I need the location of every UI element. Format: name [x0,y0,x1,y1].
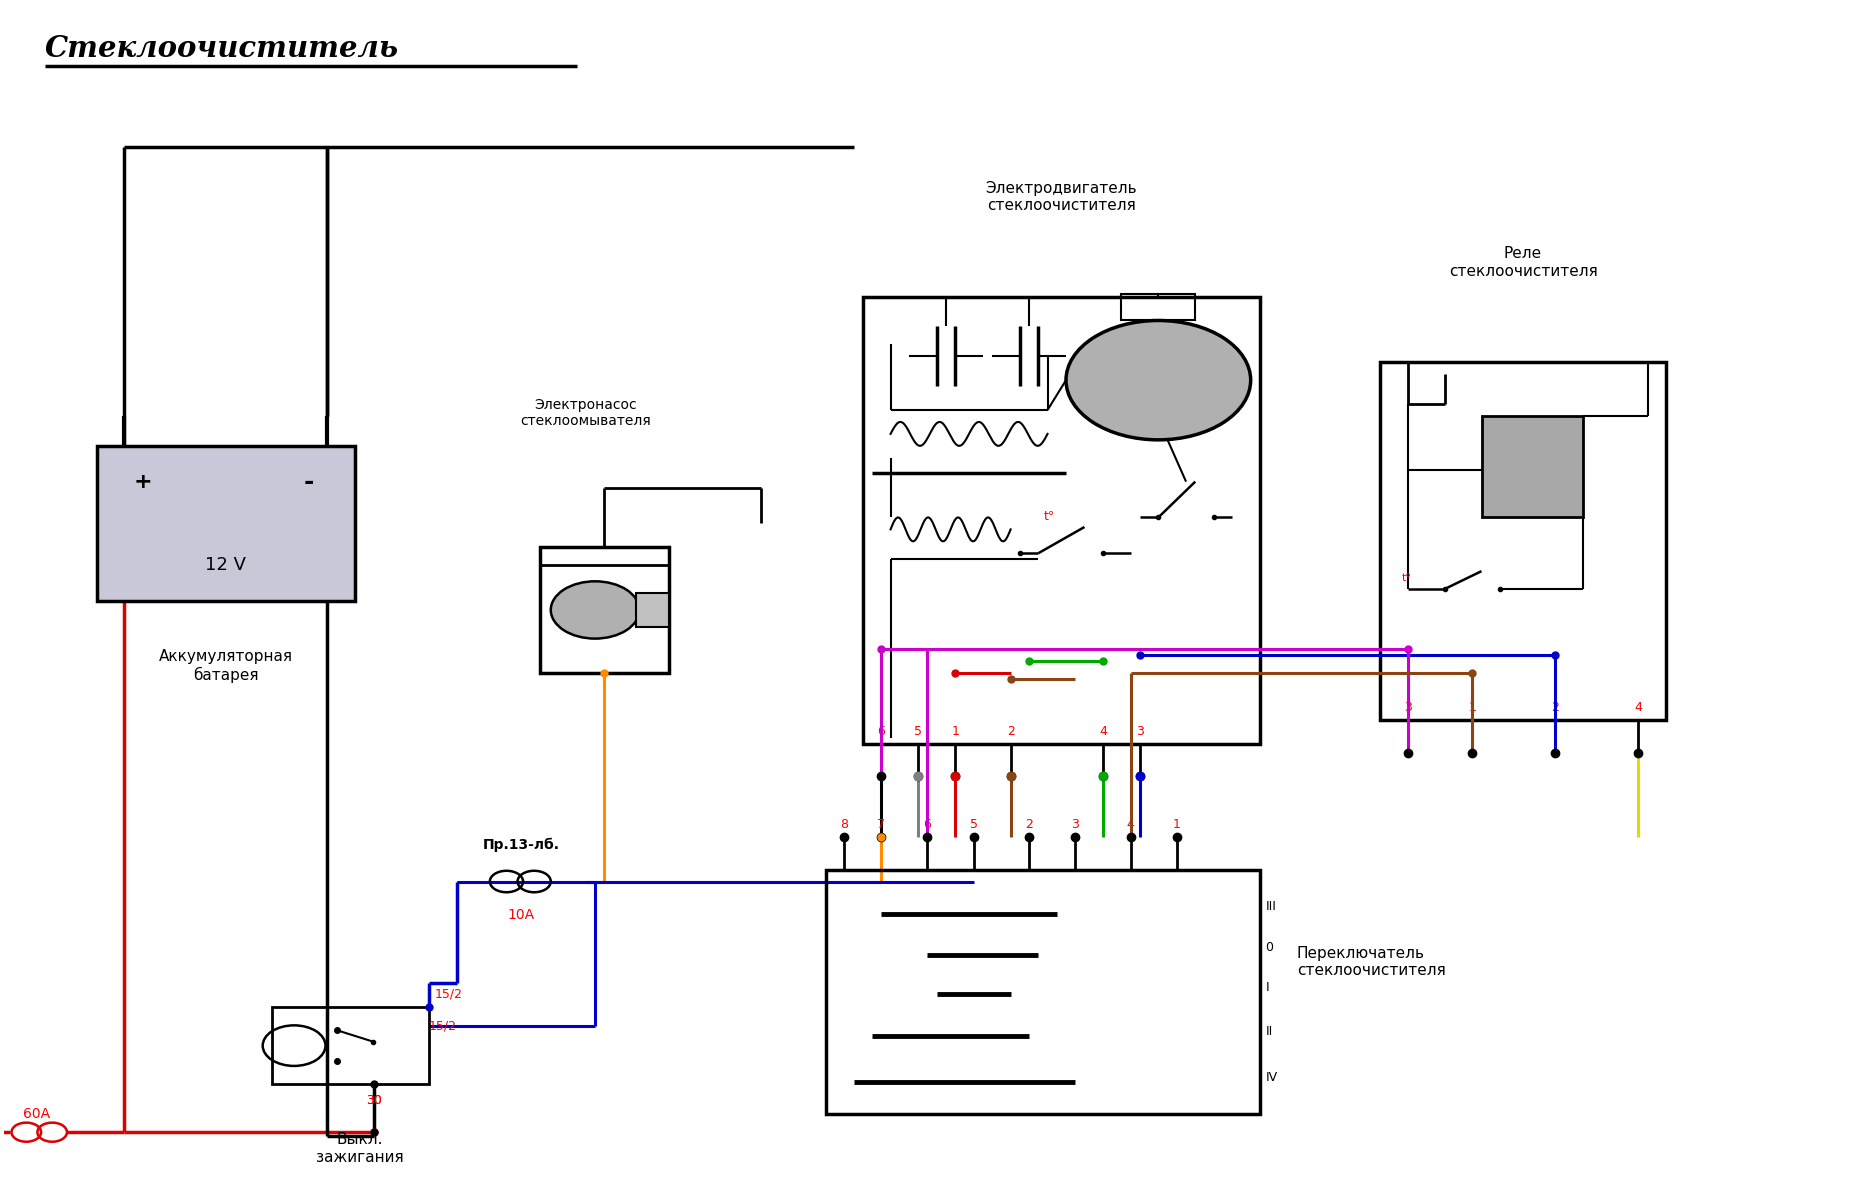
Text: 4: 4 [1098,725,1107,738]
Text: Электронасос
стеклоомывателя: Электронасос стеклоомывателя [521,398,651,428]
Text: 1: 1 [1469,702,1477,714]
Text: 12 V: 12 V [206,557,247,575]
Text: 3: 3 [1135,725,1145,738]
Text: 6: 6 [924,819,931,832]
Bar [825,869,1260,1114]
Bar [540,547,670,565]
Bar [863,297,1260,744]
Text: 2: 2 [1007,725,1015,738]
Text: t°: t° [1402,573,1412,583]
Text: +: + [134,471,152,492]
Text: 1: 1 [952,725,959,738]
Bar [96,446,354,601]
Text: Электродвигатель
стеклоочистителя: Электродвигатель стеклоочистителя [985,180,1137,213]
Text: 7: 7 [877,819,885,832]
Text: 2: 2 [1551,702,1560,714]
Text: Пр.13-лб.: Пр.13-лб. [482,838,560,852]
Text: I: I [1265,981,1269,994]
Text: Переключатель
стеклоочистителя: Переключатель стеклоочистителя [1297,946,1445,978]
Text: 2: 2 [1026,819,1033,832]
Bar [1380,362,1666,720]
Text: 3: 3 [1404,702,1412,714]
Text: 5: 5 [915,725,922,738]
Bar [1482,416,1582,517]
Text: 0: 0 [1265,941,1273,954]
Text: IV: IV [1265,1071,1278,1084]
Text: 6: 6 [877,725,885,738]
Text: II: II [1265,1024,1273,1037]
Text: 60А: 60А [24,1107,50,1121]
Bar [1122,294,1195,321]
Text: 4: 4 [1634,702,1642,714]
Text: 3: 3 [1072,819,1080,832]
Text: 15/2: 15/2 [434,988,462,1001]
Text: 1: 1 [1172,819,1182,832]
Text: 8: 8 [840,819,848,832]
Text: 4: 4 [1126,819,1135,832]
Text: 30: 30 [365,1094,382,1107]
Text: 15/2: 15/2 [429,1019,456,1033]
Circle shape [551,582,640,638]
Text: -: - [304,470,313,494]
Text: III: III [1265,900,1276,912]
Bar [540,547,670,673]
Text: 5: 5 [970,819,978,832]
Circle shape [1067,321,1250,440]
Text: Реле
стеклоочистителя: Реле стеклоочистителя [1449,246,1597,279]
Text: 10А: 10А [508,908,534,922]
Bar [636,594,670,626]
Text: Аккумуляторная
батарея: Аккумуляторная батарея [160,649,293,683]
Bar [273,1007,429,1084]
Text: t°: t° [1044,511,1055,523]
Text: Стеклоочиститель: Стеклоочиститель [45,34,399,63]
Text: 30: 30 [365,1094,382,1107]
Text: Выкл.
зажигания: Выкл. зажигания [315,1132,404,1165]
